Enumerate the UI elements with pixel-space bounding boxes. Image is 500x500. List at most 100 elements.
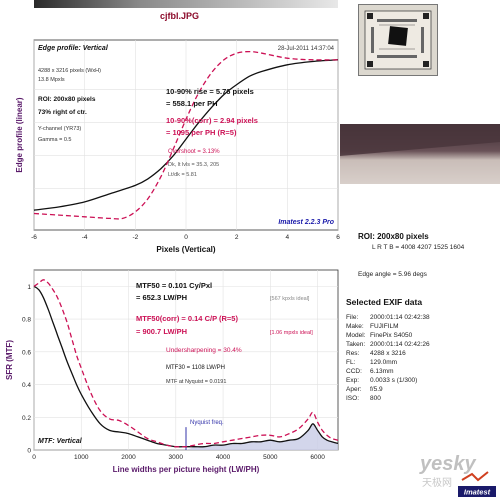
edge-x-tick-label: -4 bbox=[82, 234, 88, 241]
edge-x-tick-label: 2 bbox=[235, 234, 239, 241]
edge-info-gamma: Gamma = 0.5 bbox=[38, 137, 71, 143]
edge-profile-chart: -6 -4 -2 0 2 4 6 Edge profile: Vertical 28-Jul… bbox=[15, 39, 340, 254]
exif-value: FUJIFILM bbox=[370, 323, 399, 330]
mtf-x-tick-label: 6000 bbox=[310, 454, 325, 461]
exif-row-fl: FL: 129.0mm bbox=[346, 359, 397, 366]
mtf-x-tick-label: 4000 bbox=[216, 454, 231, 461]
edge-angle: Edge angle = 5.96 degs bbox=[358, 271, 427, 278]
mtf-y-ticks: 0 0.2 0.4 0.6 0.8 1 bbox=[22, 284, 31, 455]
rise-per-ph-label: = 558.1 per PH bbox=[166, 99, 218, 108]
mtf-y-tick-label: 0 bbox=[27, 448, 31, 455]
edge-grid bbox=[33, 40, 339, 230]
ideal-mpx-label: [1.06 mpxls ideal] bbox=[270, 330, 313, 336]
edge-panel-title: Edge profile: Vertical bbox=[38, 45, 109, 52]
exif-row-taken: Taken: 2000:01:14 02:42:26 bbox=[346, 341, 430, 348]
exif-value: 6.13mm bbox=[370, 368, 394, 375]
exif-value: 0.0033 s (1/300) bbox=[370, 377, 418, 384]
exif-row-aper: Aper: f/5.9 bbox=[346, 386, 383, 393]
edge-info-mpx: 13.8 Mpxls bbox=[38, 77, 65, 83]
mtf-y-tick-label: 0.4 bbox=[22, 382, 31, 389]
edge-info-position: 73% right of ctr. bbox=[38, 109, 87, 116]
exif-key: File: bbox=[346, 314, 359, 321]
logo-text-main: yesky bbox=[419, 453, 476, 475]
exif-row-exp: Exp: 0.0033 s (1/300) bbox=[346, 377, 417, 384]
mtf-x-ticks: 0 1000 2000 3000 4000 5000 6000 bbox=[32, 454, 325, 461]
mtf-area-fill bbox=[186, 423, 338, 450]
exif-key: Model: bbox=[346, 332, 366, 339]
exif-value: 4288 x 3216 bbox=[370, 350, 406, 357]
exif-key: FL: bbox=[346, 359, 356, 366]
edge-x-tick-label: 4 bbox=[286, 234, 290, 241]
mtf-y-tick-label: 0.6 bbox=[22, 349, 31, 356]
mtf-x-tick-label: 3000 bbox=[169, 454, 184, 461]
edge-x-tick-label: -6 bbox=[31, 234, 37, 241]
rise-label: 10-90% rise = 5.76 pixels bbox=[166, 87, 254, 96]
mtf-panel-title: MTF: Vertical bbox=[38, 438, 83, 445]
mtf-x-tick-label: 0 bbox=[32, 454, 36, 461]
mtf-x-tick-label: 2000 bbox=[121, 454, 136, 461]
mtf50-corr-label: MTF50(corr) = 0.14 C/P (R=5) bbox=[136, 314, 238, 323]
mtf-grid bbox=[33, 270, 338, 451]
exif-row-res: Res: 4288 x 3216 bbox=[346, 350, 406, 357]
exif-value: 800 bbox=[370, 395, 381, 402]
exif-value: 2000:01:14 02:42:26 bbox=[370, 341, 430, 348]
yesky-logo: yesky 天极网 Imatest bbox=[419, 453, 496, 497]
edge-panel-date: 28-Jul-2011 14:37:04 bbox=[278, 46, 335, 52]
exif-key: ISO: bbox=[346, 395, 360, 402]
edge-info-channel: Y-channel (YR73) bbox=[38, 126, 81, 132]
mtf50-lwph-label: = 652.3 LW/PH bbox=[136, 293, 187, 302]
edge-info-roi: ROI: 200x80 pixels bbox=[38, 96, 96, 103]
mtf-y-axis-label: SFR (MTF) bbox=[5, 340, 14, 380]
exif-key: Aper: bbox=[346, 386, 362, 393]
edge-x-tick-label: -2 bbox=[132, 234, 138, 241]
test-chart-thumbnail bbox=[358, 4, 438, 76]
mtf-y-tick-label: 0.2 bbox=[22, 415, 31, 422]
exif-value: 2000:01:14 02:42:38 bbox=[370, 314, 430, 321]
mtf50-label: MTF50 = 0.101 Cy/Pxl bbox=[136, 281, 212, 290]
roi-crop-image bbox=[340, 124, 500, 184]
undersharpening-label: Undersharpening = 30.4% bbox=[166, 347, 242, 354]
mtf30-label: MTF30 = 1108 LW/PH bbox=[166, 365, 225, 371]
tone-gradient-bar bbox=[34, 0, 338, 8]
file-name: cjfbl.JPG bbox=[160, 11, 200, 21]
mtf-x-tick-label: 5000 bbox=[263, 454, 278, 461]
dark-light-levels: Dk, lt lvls = 35.3, 205 bbox=[168, 162, 219, 168]
exif-row-model: Model: FinePix S4050 bbox=[346, 332, 412, 339]
imatest-version-label: Imatest 2.2.3 Pro bbox=[278, 219, 334, 226]
edge-y-axis-label: Edge profile (linear) bbox=[15, 97, 24, 172]
imatest-badge-text: Imatest bbox=[464, 488, 491, 497]
edge-info-size: 4288 x 3216 pixels (WxH) bbox=[38, 68, 101, 74]
exif-key: CCD: bbox=[346, 368, 362, 375]
exif-value: 129.0mm bbox=[370, 359, 398, 366]
exif-row-file: File: 2000:01:14 02:42:38 bbox=[346, 314, 430, 321]
exif-row-iso: ISO: 800 bbox=[346, 395, 381, 402]
edge-x-tick-label: 0 bbox=[184, 234, 188, 241]
edge-x-axis-label: Pixels (Vertical) bbox=[156, 245, 215, 254]
edge-series-corrected bbox=[33, 50, 339, 220]
edge-x-ticks: -6 -4 -2 0 2 4 6 bbox=[31, 234, 340, 241]
mtf-chart: 0 1000 2000 3000 4000 5000 6000 0 0.2 0.4 0.6 0.8 1… bbox=[5, 269, 339, 474]
rise-corr-per-ph-label: = 1095 per PH (R=5) bbox=[166, 128, 237, 137]
imatest-badge-swoosh bbox=[461, 471, 489, 482]
mtf-series-corrected bbox=[33, 279, 339, 448]
ideal-kpx-label: [567 kpxls ideal] bbox=[270, 296, 310, 302]
light-dark-ratio: Lt/dk = 5.81 bbox=[168, 172, 197, 178]
overshoot-label: Overshoot = 3.13% bbox=[168, 149, 220, 155]
mtf-y-tick-label: 0.8 bbox=[22, 317, 31, 324]
edge-x-tick-label: 6 bbox=[336, 234, 340, 241]
logo-text-sub: 天极网 bbox=[422, 476, 452, 489]
exif-key: Res: bbox=[346, 350, 360, 357]
exif-key: Make: bbox=[346, 323, 364, 330]
mtf50-corr-lwph-label: = 900.7 LW/PH bbox=[136, 327, 187, 336]
edge-series-measured bbox=[33, 59, 339, 211]
roi-coordinates: L R T B = 4008 4207 1525 1604 bbox=[372, 244, 465, 251]
exif-row-ccd: CCD: 6.13mm bbox=[346, 368, 393, 375]
exif-key: Exp: bbox=[346, 377, 360, 384]
mtf-y-tick-label: 1 bbox=[27, 284, 31, 291]
exif-title: Selected EXIF data bbox=[346, 297, 423, 307]
exif-row-make: Make: FUJIFILM bbox=[346, 323, 399, 330]
nyquist-freq-label: Nyquist freq. bbox=[190, 420, 224, 426]
mtf-x-tick-label: 1000 bbox=[74, 454, 89, 461]
exif-value: FinePix S4050 bbox=[370, 332, 413, 339]
roi-title: ROI: 200x80 pixels bbox=[358, 232, 429, 241]
